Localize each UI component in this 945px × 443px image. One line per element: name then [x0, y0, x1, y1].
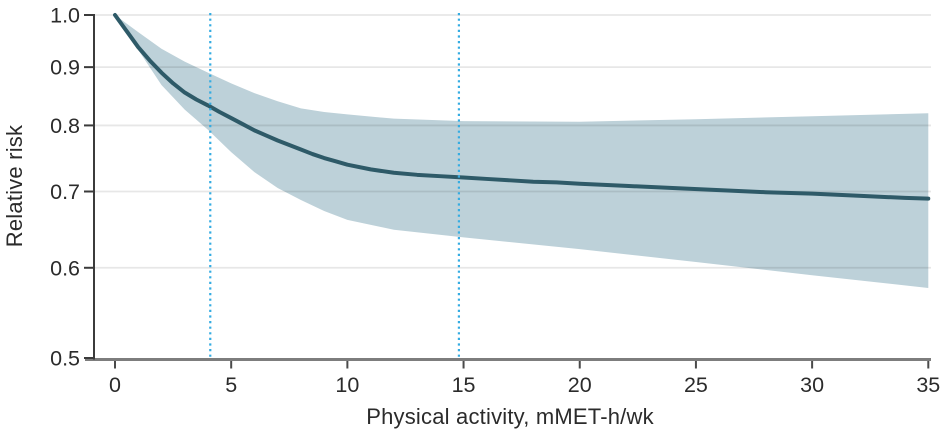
y-axis-title: Relative risk: [2, 124, 27, 248]
x-tick-label: 15: [452, 373, 476, 397]
y-tick-label: 0.6: [50, 256, 80, 280]
y-tick-label: 0.7: [50, 180, 80, 204]
confidence-band: [115, 15, 929, 288]
x-tick-label: 35: [916, 373, 940, 397]
x-tick-label: 0: [109, 373, 121, 397]
y-tick-label: 1.0: [50, 4, 80, 28]
x-axis-title: Physical activity, mMET-h/wk: [366, 404, 654, 429]
y-tick-label: 0.5: [50, 347, 80, 371]
x-tick-label: 30: [800, 373, 824, 397]
y-tick-label: 0.9: [50, 56, 80, 80]
x-tick-label: 10: [335, 373, 359, 397]
x-tick-label: 25: [684, 373, 708, 397]
risk-curve: [113, 13, 931, 201]
x-tick-label: 5: [225, 373, 237, 397]
y-tick-label: 0.8: [50, 114, 80, 138]
x-tick-label: 20: [568, 373, 592, 397]
